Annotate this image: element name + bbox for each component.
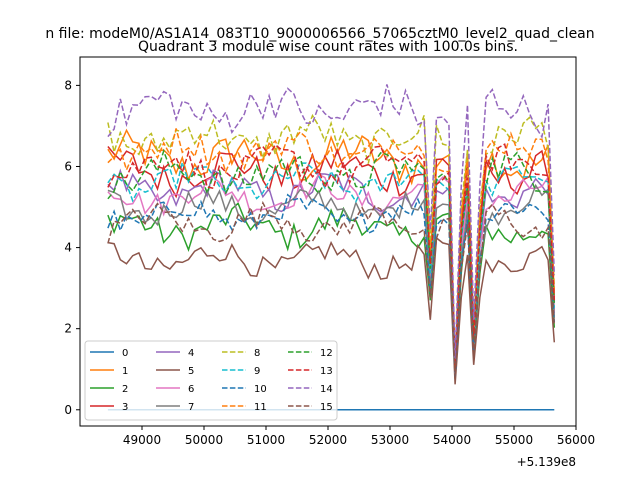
legend-label: 5 — [188, 366, 194, 377]
legend-label: 4 — [188, 348, 194, 359]
x-tick-label: 52000 — [309, 433, 347, 447]
series-line-7 — [107, 183, 556, 376]
series-line-9 — [107, 159, 556, 372]
legend-label: 8 — [254, 348, 260, 359]
series-line-8 — [107, 113, 556, 364]
x-offset-label: +5.139e8 — [517, 455, 576, 469]
x-axis: 49000 50000 51000 52000 53000 54000 55000 56000 — [123, 426, 595, 447]
legend-label: 14 — [320, 384, 333, 395]
series-line-15 — [107, 200, 556, 379]
series-lines — [107, 84, 556, 411]
legend-label: 12 — [320, 348, 333, 359]
legend-label: 0 — [122, 348, 128, 359]
x-tick-label: 51000 — [247, 433, 285, 447]
figure-suptitle: n file: modeM0/AS1A14_083T10_9000006566_… — [45, 26, 594, 42]
legend-box — [84, 340, 338, 421]
legend-label: 13 — [320, 366, 333, 377]
y-axis: 0 2 4 6 8 — [64, 78, 80, 417]
legend-label: 1 — [122, 366, 128, 377]
legend-label: 10 — [254, 384, 267, 395]
legend-label: 6 — [188, 384, 194, 395]
y-tick-label: 4 — [64, 241, 72, 255]
y-tick-label: 0 — [64, 403, 72, 417]
legend-label: 11 — [254, 402, 267, 413]
series-line-5 — [107, 236, 556, 385]
series-line-2 — [107, 202, 556, 379]
series-line-13 — [107, 143, 556, 369]
legend-label: 3 — [122, 402, 128, 413]
legend-label: 7 — [188, 402, 194, 413]
legend-label: 2 — [122, 384, 128, 395]
x-tick-label: 55000 — [495, 433, 533, 447]
x-tick-label: 49000 — [123, 433, 161, 447]
y-tick-label: 6 — [64, 159, 72, 173]
chart-title: Quadrant 3 module wise count rates with … — [138, 39, 518, 55]
x-tick-label: 50000 — [185, 433, 223, 447]
series-line-11 — [107, 128, 556, 366]
series-line-14 — [107, 84, 556, 359]
y-tick-label: 8 — [64, 78, 72, 92]
legend-label: 9 — [254, 366, 260, 377]
series-line-10 — [107, 193, 556, 377]
x-tick-label: 54000 — [433, 433, 471, 447]
x-tick-label: 56000 — [557, 433, 595, 447]
x-tick-label: 53000 — [371, 433, 409, 447]
legend-label: 15 — [320, 402, 333, 413]
y-tick-label: 2 — [64, 322, 72, 336]
